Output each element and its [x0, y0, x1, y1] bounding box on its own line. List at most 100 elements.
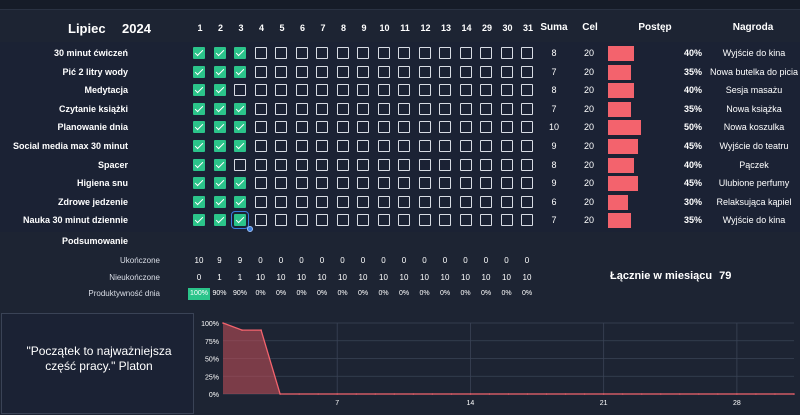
habit-checkbox-day-5[interactable] [275, 158, 287, 171]
habit-checkbox-day-13[interactable] [439, 140, 451, 152]
habit-checkbox-day-10[interactable] [377, 140, 390, 152]
habit-checkbox-day-6[interactable] [295, 195, 308, 208]
habit-checkbox-day-7[interactable] [316, 177, 328, 190]
habit-checkbox-day-31[interactable] [521, 121, 533, 134]
habit-checkbox-day-1[interactable] [193, 84, 205, 97]
habit-checkbox-day-1[interactable] [193, 195, 205, 208]
habit-checkbox-day-13[interactable] [439, 84, 451, 97]
habit-checkbox-day-7[interactable] [316, 158, 328, 171]
habit-checkbox-day-13[interactable] [439, 195, 451, 208]
habit-checkbox-day-30[interactable] [500, 195, 513, 208]
habit-checkbox-day-1[interactable] [193, 177, 205, 190]
habit-checkbox-day-9[interactable] [357, 84, 369, 97]
habit-checkbox-day-8[interactable] [336, 121, 349, 134]
habit-checkbox-day-7[interactable] [316, 65, 328, 78]
habit-checkbox-day-6[interactable] [295, 47, 308, 59]
habit-checkbox-day-31[interactable] [521, 177, 533, 190]
habit-checkbox-day-12[interactable] [418, 177, 431, 190]
habit-checkbox-day-14[interactable] [459, 47, 472, 59]
habit-checkbox-day-14[interactable] [459, 158, 472, 171]
habit-checkbox-day-11[interactable] [398, 158, 410, 171]
habit-checkbox-day-12[interactable] [418, 121, 431, 134]
habit-checkbox-day-30[interactable] [500, 214, 513, 227]
habit-checkbox-day-9[interactable] [357, 102, 369, 115]
habit-checkbox-day-11[interactable] [398, 177, 410, 190]
habit-checkbox-day-11[interactable] [398, 195, 410, 208]
habit-checkbox-day-6[interactable] [295, 140, 308, 152]
habit-checkbox-day-1[interactable] [193, 214, 205, 227]
habit-checkbox-day-30[interactable] [500, 177, 513, 190]
habit-checkbox-day-29[interactable] [480, 65, 492, 78]
habit-checkbox-day-7[interactable] [316, 195, 328, 208]
habit-checkbox-day-10[interactable] [377, 214, 390, 227]
habit-checkbox-day-29[interactable] [480, 47, 492, 59]
habit-checkbox-day-31[interactable] [521, 158, 533, 171]
habit-checkbox-day-31[interactable] [521, 195, 533, 208]
habit-checkbox-day-13[interactable] [439, 214, 451, 227]
habit-checkbox-day-9[interactable] [357, 65, 369, 78]
habit-checkbox-day-13[interactable] [439, 65, 451, 78]
habit-checkbox-day-2[interactable] [213, 84, 226, 97]
habit-checkbox-day-29[interactable] [480, 214, 492, 227]
habit-checkbox-day-14[interactable] [459, 195, 472, 208]
habit-checkbox-day-13[interactable] [439, 158, 451, 171]
habit-checkbox-day-2[interactable] [213, 65, 226, 78]
habit-checkbox-day-11[interactable] [398, 102, 410, 115]
habit-checkbox-day-1[interactable] [193, 121, 205, 134]
habit-checkbox-day-29[interactable] [480, 84, 492, 97]
habit-checkbox-day-29[interactable] [480, 102, 492, 115]
habit-checkbox-day-12[interactable] [418, 158, 431, 171]
habit-checkbox-day-5[interactable] [275, 177, 287, 190]
habit-checkbox-day-4[interactable] [254, 140, 267, 152]
selection-handle[interactable] [247, 226, 253, 233]
habit-checkbox-day-4[interactable] [254, 102, 267, 115]
habit-checkbox-day-31[interactable] [521, 84, 533, 97]
habit-checkbox-day-2[interactable] [213, 177, 226, 190]
habit-checkbox-day-2[interactable] [213, 121, 226, 134]
habit-checkbox-day-29[interactable] [480, 195, 492, 208]
habit-checkbox-day-11[interactable] [398, 84, 410, 97]
habit-checkbox-day-14[interactable] [459, 140, 472, 152]
habit-checkbox-day-1[interactable] [193, 102, 205, 115]
habit-checkbox-day-5[interactable] [275, 47, 287, 59]
habit-checkbox-day-13[interactable] [439, 102, 451, 115]
habit-checkbox-day-8[interactable] [336, 214, 349, 227]
habit-checkbox-day-5[interactable] [275, 84, 287, 97]
habit-checkbox-day-14[interactable] [459, 214, 472, 227]
habit-checkbox-day-4[interactable] [254, 65, 267, 78]
habit-checkbox-day-30[interactable] [500, 158, 513, 171]
habit-checkbox-day-4[interactable] [254, 195, 267, 208]
habit-checkbox-day-29[interactable] [480, 121, 492, 134]
habit-checkbox-day-8[interactable] [336, 195, 349, 208]
habit-checkbox-day-10[interactable] [377, 195, 390, 208]
habit-checkbox-day-11[interactable] [398, 121, 410, 134]
habit-checkbox-day-5[interactable] [275, 121, 287, 134]
habit-checkbox-day-3[interactable] [234, 158, 246, 171]
habit-checkbox-day-4[interactable] [254, 84, 267, 97]
habit-checkbox-day-11[interactable] [398, 47, 410, 59]
habit-checkbox-day-1[interactable] [193, 65, 205, 78]
habit-checkbox-day-14[interactable] [459, 84, 472, 97]
habit-checkbox-day-31[interactable] [521, 47, 533, 59]
habit-checkbox-day-4[interactable] [254, 158, 267, 171]
habit-checkbox-day-3[interactable] [234, 121, 246, 134]
habit-checkbox-day-30[interactable] [500, 65, 513, 78]
habit-checkbox-day-30[interactable] [500, 47, 513, 59]
habit-checkbox-day-6[interactable] [295, 158, 308, 171]
habit-checkbox-day-8[interactable] [336, 140, 349, 152]
habit-checkbox-day-13[interactable] [439, 121, 451, 134]
habit-checkbox-day-9[interactable] [357, 214, 369, 227]
habit-checkbox-day-9[interactable] [357, 121, 369, 134]
habit-checkbox-day-8[interactable] [336, 65, 349, 78]
habit-checkbox-day-5[interactable] [275, 65, 287, 78]
habit-checkbox-day-5[interactable] [275, 195, 287, 208]
habit-checkbox-day-12[interactable] [418, 214, 431, 227]
habit-checkbox-day-4[interactable] [254, 214, 267, 227]
habit-checkbox-day-2[interactable] [213, 102, 226, 115]
habit-checkbox-day-5[interactable] [275, 140, 287, 152]
habit-checkbox-day-10[interactable] [377, 158, 390, 171]
habit-checkbox-day-31[interactable] [521, 140, 533, 152]
habit-checkbox-day-11[interactable] [398, 140, 410, 152]
habit-checkbox-day-12[interactable] [418, 47, 431, 59]
habit-checkbox-day-2[interactable] [213, 195, 226, 208]
